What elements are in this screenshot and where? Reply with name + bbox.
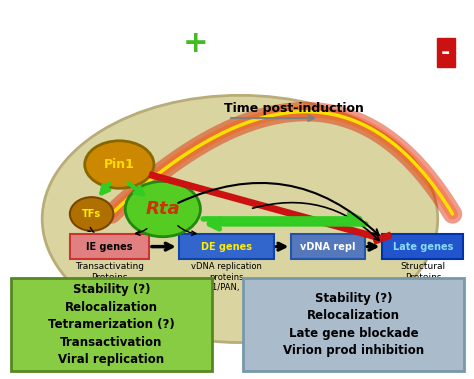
FancyBboxPatch shape <box>383 234 464 260</box>
Text: Late genes: Late genes <box>393 242 453 252</box>
Ellipse shape <box>70 197 113 231</box>
Text: TFs: TFs <box>82 209 101 219</box>
FancyBboxPatch shape <box>292 234 365 260</box>
FancyBboxPatch shape <box>10 278 212 371</box>
Text: DE genes: DE genes <box>201 242 252 252</box>
Text: Stability (?)
Relocalization
Late gene blockade
Virion prod inhibition: Stability (?) Relocalization Late gene b… <box>283 292 424 357</box>
FancyBboxPatch shape <box>243 278 465 371</box>
Text: Rta: Rta <box>146 200 180 218</box>
Ellipse shape <box>125 182 201 237</box>
Text: Time post-induction: Time post-induction <box>224 102 365 115</box>
Text: vDNA repl: vDNA repl <box>300 242 356 252</box>
Text: vDNA replication
proteins
Nut-1/PAN, Mta: vDNA replication proteins Nut-1/PAN, Mta <box>191 262 262 292</box>
Text: IE genes: IE genes <box>86 242 133 252</box>
Text: +: + <box>182 29 208 58</box>
Text: Structural
Proteins: Structural Proteins <box>401 262 446 282</box>
FancyBboxPatch shape <box>70 234 149 260</box>
Ellipse shape <box>85 141 154 188</box>
Text: Pin1: Pin1 <box>104 158 135 171</box>
Ellipse shape <box>42 96 438 343</box>
Text: Stability (?)
Relocalization
Tetramerization (?)
Transactivation
Viral replicati: Stability (?) Relocalization Tetrameriza… <box>48 283 175 366</box>
FancyBboxPatch shape <box>179 234 273 260</box>
Text: Transactivating
Proteins: Transactivating Proteins <box>75 262 144 282</box>
Text: -: - <box>441 43 450 63</box>
